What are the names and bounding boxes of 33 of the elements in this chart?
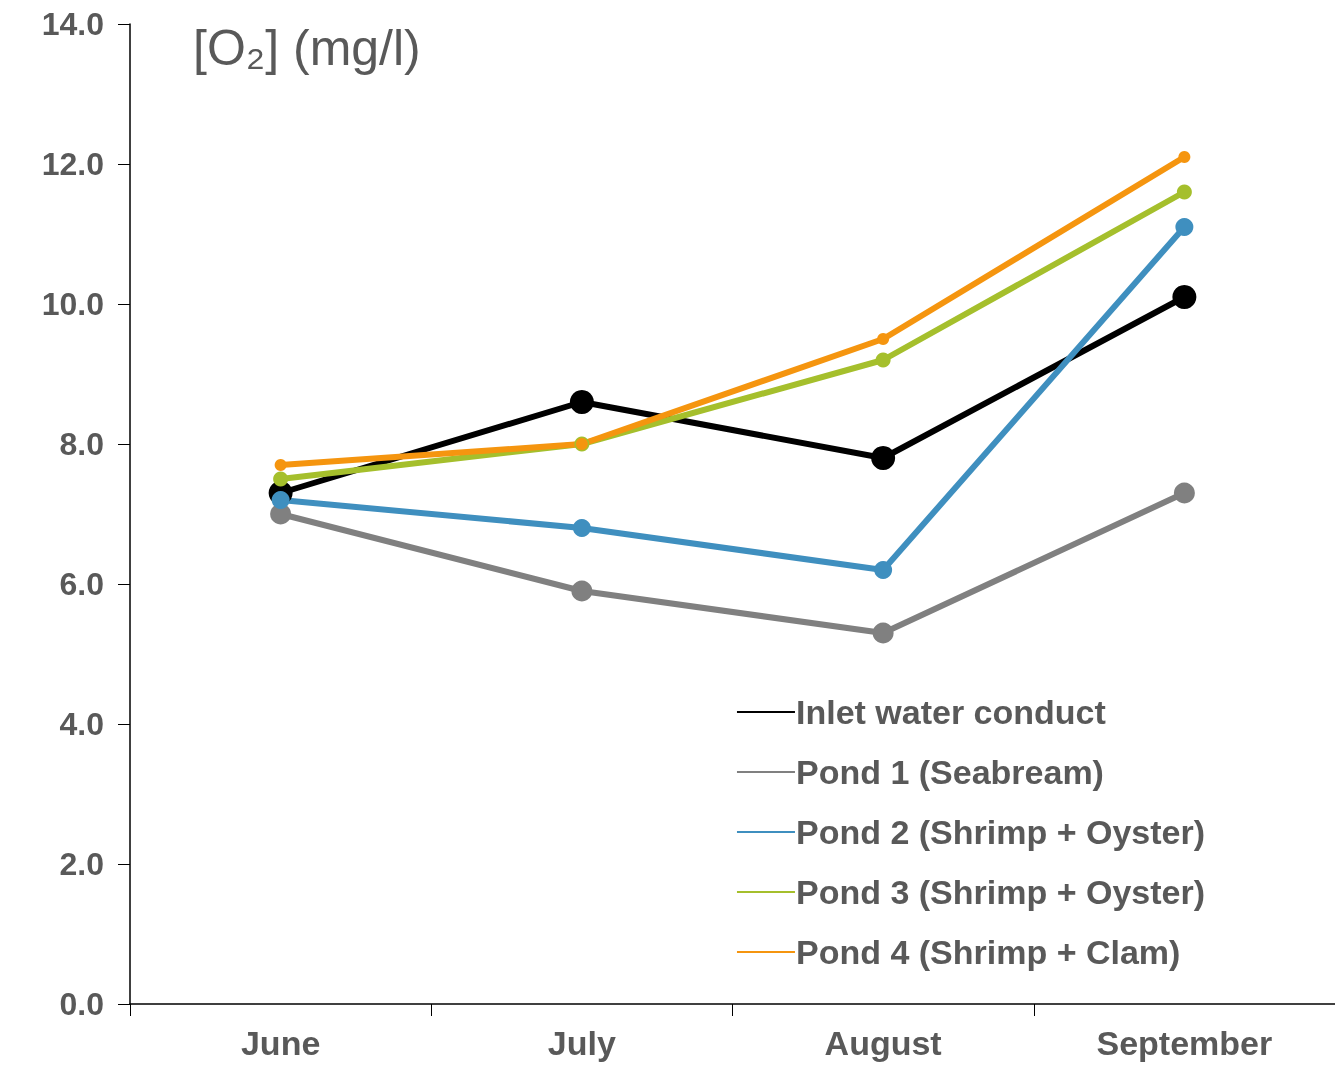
x-tick-label: September — [1096, 1024, 1273, 1062]
legend-label: Pond 2 (Shrimp + Oyster) — [795, 813, 1205, 851]
point — [872, 622, 894, 644]
legend-label: Pond 4 (Shrimp + Clam) — [795, 933, 1181, 971]
point — [874, 561, 893, 579]
y-tick-label: 6.0 — [59, 566, 104, 602]
point — [1175, 218, 1194, 236]
legend-label: Pond 3 (Shrimp + Oyster) — [795, 873, 1205, 911]
x-tick-label: June — [240, 1024, 321, 1062]
y-tick-label: 10.0 — [41, 286, 104, 322]
y-tick-label: 2.0 — [59, 846, 104, 882]
y-tick-label: 8.0 — [59, 426, 104, 462]
point — [1176, 184, 1192, 200]
legend-label: Inlet water conduct — [795, 693, 1106, 731]
point — [571, 580, 593, 602]
x-tick-label: August — [824, 1024, 942, 1062]
point — [1172, 285, 1197, 309]
point — [875, 352, 891, 368]
y-tick-label: 4.0 — [59, 706, 104, 742]
point — [1173, 482, 1195, 504]
point — [871, 446, 896, 470]
y-tick-label: 12.0 — [41, 146, 104, 182]
point — [572, 519, 591, 537]
point — [569, 390, 594, 414]
point — [877, 333, 890, 345]
point — [274, 459, 287, 471]
x-tick-label: July — [547, 1024, 616, 1062]
y-tick-label: 14.0 — [41, 6, 104, 42]
chart-title: [O₂] (mg/l) — [193, 20, 421, 76]
y-tick-label: 0.0 — [59, 986, 104, 1022]
point — [1178, 151, 1191, 163]
legend-label: Pond 1 (Seabream) — [795, 753, 1104, 791]
point — [273, 471, 289, 487]
